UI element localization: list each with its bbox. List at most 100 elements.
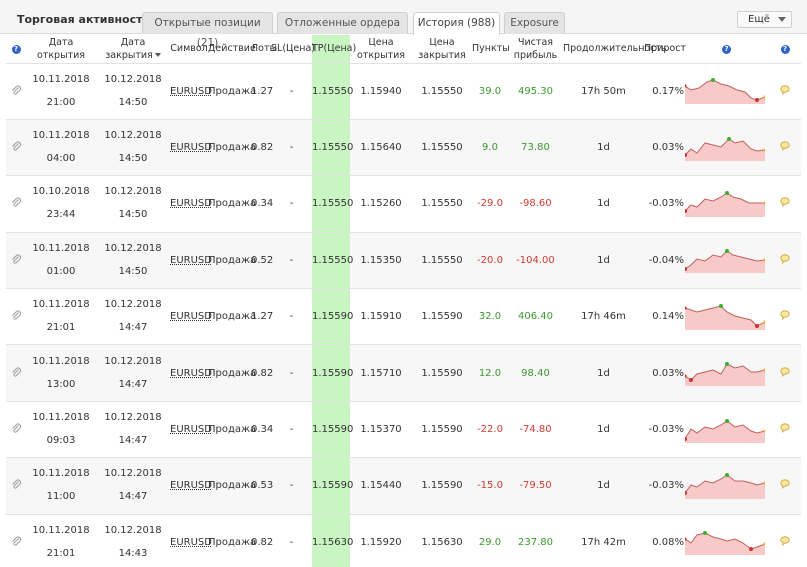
speech-bubble-icon[interactable] [780,85,790,95]
col-lots[interactable]: Лоты [251,35,277,64]
speech-bubble-icon[interactable] [780,254,790,264]
action-cell: Продажа [208,457,256,515]
attach-cell[interactable] [6,457,26,515]
symbol-text[interactable]: EURUSD [170,536,212,548]
attach-cell[interactable] [6,232,26,290]
open-datetime: 10.11.2018 11:00 [26,457,96,515]
close-price-cell: 1.15550 [412,175,472,233]
help-header-3[interactable]: ? [769,35,801,64]
speech-bubble-icon[interactable] [780,367,790,377]
attach-cell[interactable] [6,175,26,233]
lots-cell: 1.27 [251,288,274,346]
table-row[interactable]: 10.10.2018 23:44 10.12.2018 14:50 EURUSD Прод… [6,175,801,233]
tp-text: 1.15630 [312,536,354,548]
speech-bubble-icon[interactable] [780,536,790,546]
tooltip-cell[interactable] [769,119,801,177]
more-dropdown[interactable]: Ещё [737,11,792,28]
symbol-link[interactable]: EURUSD [170,175,212,233]
symbol-link[interactable]: EURUSD [170,119,212,177]
col-tp[interactable]: TP(Цена) [312,35,356,64]
attach-cell[interactable] [6,63,26,120]
tooltip-cell[interactable] [769,401,801,459]
close-datetime: 10.12.2018 14:50 [96,119,170,177]
date-text: 10.12.2018 [104,299,162,311]
tab-history[interactable]: История (988) [413,12,500,35]
tab-pending-orders[interactable]: Отложенные ордера (0) [277,12,408,49]
symbol-text[interactable]: EURUSD [170,480,212,492]
paperclip-icon[interactable] [10,140,22,152]
help-header-2[interactable]: ? [684,35,769,64]
paperclip-icon[interactable] [10,478,22,490]
col-symbol[interactable]: Символ [170,35,208,64]
table-row[interactable]: 10.11.2018 13:00 10.12.2018 14:47 EURUSD Прод… [6,344,801,402]
paperclip-icon[interactable] [10,253,22,265]
attach-cell[interactable] [6,119,26,177]
speech-bubble-icon[interactable] [780,141,790,152]
tooltip-cell[interactable] [769,288,801,346]
lots-text: 1.27 [251,311,274,323]
table-row[interactable]: 10.11.2018 21:00 10.12.2018 14:50 EURUSD Прод… [6,63,801,120]
col-close-date[interactable]: Дата закрытия [96,35,170,64]
table-row[interactable]: 10.11.2018 04:00 10.12.2018 14:50 EURUSD Прод… [6,119,801,177]
action-text: Продажа [208,424,257,436]
col-duration[interactable]: Продолжительность [563,35,667,64]
tooltip-cell[interactable] [769,457,801,515]
tab-open-positions[interactable]: Открытые позиции (21) [142,12,273,49]
symbol-text[interactable]: EURUSD [170,311,212,323]
col-gain[interactable]: Прирост [644,35,686,64]
col-sl[interactable]: SL(Цена) [271,35,315,64]
col-open-date[interactable]: Дата открытия [26,35,96,64]
open-price-text: 1.15260 [360,198,402,210]
help-header[interactable]: ? [6,35,26,64]
paperclip-icon[interactable] [10,535,22,547]
attach-cell[interactable] [6,344,26,402]
symbol-link[interactable]: EURUSD [170,63,212,120]
paperclip-icon[interactable] [10,84,22,96]
speech-bubble-icon[interactable] [780,310,790,321]
col-open-price[interactable]: Цена открытия [350,35,412,64]
col-points[interactable]: Пункты [472,35,510,64]
attach-cell[interactable] [6,514,26,567]
symbol-link[interactable]: EURUSD [170,344,212,402]
symbol-text[interactable]: EURUSD [170,424,212,436]
table-row[interactable]: 10.11.2018 21:01 10.12.2018 14:43 EURUSD Прод… [6,514,801,567]
symbol-link[interactable]: EURUSD [170,457,212,515]
tab-exposure[interactable]: Exposure [504,12,565,34]
attach-cell[interactable] [6,401,26,459]
tooltip-cell[interactable] [769,175,801,233]
paperclip-icon[interactable] [10,309,22,321]
speech-bubble-icon[interactable] [780,423,790,434]
sl-text: - [289,85,294,97]
table-row[interactable]: 10.11.2018 21:01 10.12.2018 14:47 EURUSD Прод… [6,288,801,346]
speech-bubble-icon[interactable] [780,479,790,490]
col-net-profit[interactable]: Чистая прибыль [508,35,563,64]
tooltip-cell[interactable] [769,63,801,120]
paperclip-icon[interactable] [10,422,22,434]
table-row[interactable]: 10.11.2018 09:03 10.12.2018 14:47 EURUSD Прод… [6,401,801,459]
symbol-link[interactable]: EURUSD [170,514,212,567]
symbol-text[interactable]: EURUSD [170,198,212,210]
paperclip-icon[interactable] [10,366,22,378]
col-action[interactable]: Действие [208,35,256,64]
symbol-text[interactable]: EURUSD [170,85,212,97]
tooltip-cell[interactable] [769,514,801,567]
paperclip-icon[interactable] [10,196,22,208]
time-text: 14:43 [118,547,148,559]
speech-bubble-icon[interactable] [780,197,790,208]
gain-cell: 0.14% [644,288,684,346]
table-row[interactable]: 10.11.2018 01:00 10.12.2018 14:50 EURUSD Прод… [6,232,801,290]
attach-cell[interactable] [6,288,26,346]
symbol-text[interactable]: EURUSD [170,142,212,154]
date-text: 10.12.2018 [104,524,162,536]
tooltip-cell[interactable] [769,344,801,402]
symbol-link[interactable]: EURUSD [170,232,212,290]
symbol-text[interactable]: EURUSD [170,367,212,379]
col-close-price[interactable]: Цена закрытия [412,35,472,64]
lots-text: 0.82 [251,536,274,548]
table-row[interactable]: 10.11.2018 11:00 10.12.2018 14:47 EURUSD Прод… [6,457,801,515]
symbol-link[interactable]: EURUSD [170,288,212,346]
symbol-link[interactable]: EURUSD [170,401,212,459]
tooltip-cell[interactable] [769,232,801,290]
sl-cell: - [271,457,312,515]
symbol-text[interactable]: EURUSD [170,254,212,266]
